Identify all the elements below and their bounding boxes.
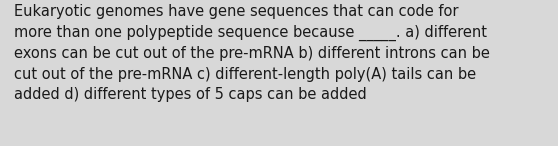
Text: Eukaryotic genomes have gene sequences that can code for
more than one polypepti: Eukaryotic genomes have gene sequences t… bbox=[14, 4, 490, 102]
